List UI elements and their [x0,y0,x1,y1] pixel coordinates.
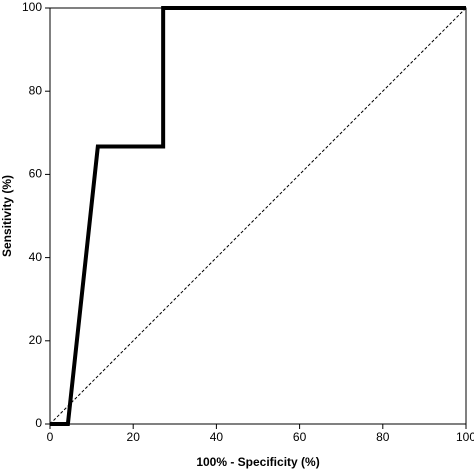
y-tick-label: 40 [29,250,43,264]
x-tick-label: 100 [456,430,474,444]
x-tick-label: 20 [127,430,141,444]
y-tick-label: 60 [29,167,43,181]
x-tick-label: 0 [47,430,54,444]
x-axis-label: 100% - Specificity (%) [196,455,319,469]
y-tick-label: 80 [29,83,43,97]
x-tick-label: 40 [210,430,224,444]
reference-line [49,7,467,425]
x-tick-label: 80 [376,430,390,444]
y-tick-label: 20 [29,333,43,347]
roc-curve [50,6,466,426]
x-tick-label: 60 [293,430,307,444]
y-tick-label: 0 [35,416,42,430]
y-axis-label: Sensitivity (%) [0,175,14,257]
y-tick-label: 100 [22,0,42,14]
